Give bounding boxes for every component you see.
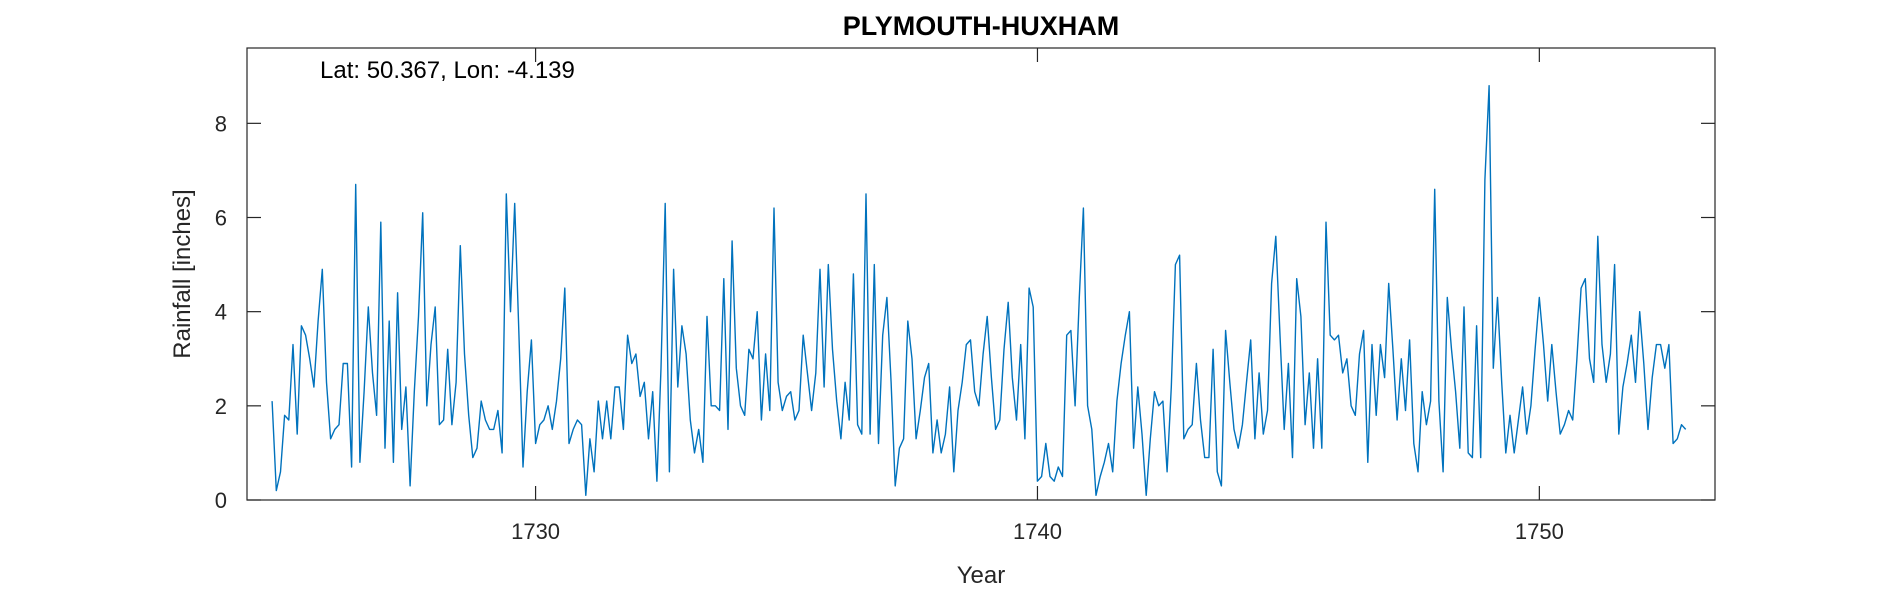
chart-title: PLYMOUTH-HUXHAM xyxy=(843,11,1120,41)
x-axis-title: Year xyxy=(957,562,1006,589)
y-tick-label: 4 xyxy=(215,300,227,325)
y-tick-label: 2 xyxy=(215,394,227,419)
y-tick-label: 6 xyxy=(215,206,227,231)
x-tick-label: 1730 xyxy=(511,519,560,544)
y-axis-title: Rainfall [inches] xyxy=(169,189,196,358)
x-tick-label: 1750 xyxy=(1515,519,1564,544)
axis-tick-labels: 0 2 4 6 8 1730 1740 1750 xyxy=(215,111,1564,544)
axis-ticks xyxy=(247,48,1715,501)
station-coordinates-annotation: Lat: 50.367, Lon: -4.139 xyxy=(320,57,575,84)
x-tick-label: 1740 xyxy=(1013,519,1062,544)
plot-frame xyxy=(246,47,1716,501)
y-tick-label: 8 xyxy=(215,111,227,136)
y-tick-label: 0 xyxy=(215,488,227,513)
rainfall-series-line xyxy=(271,85,1687,496)
